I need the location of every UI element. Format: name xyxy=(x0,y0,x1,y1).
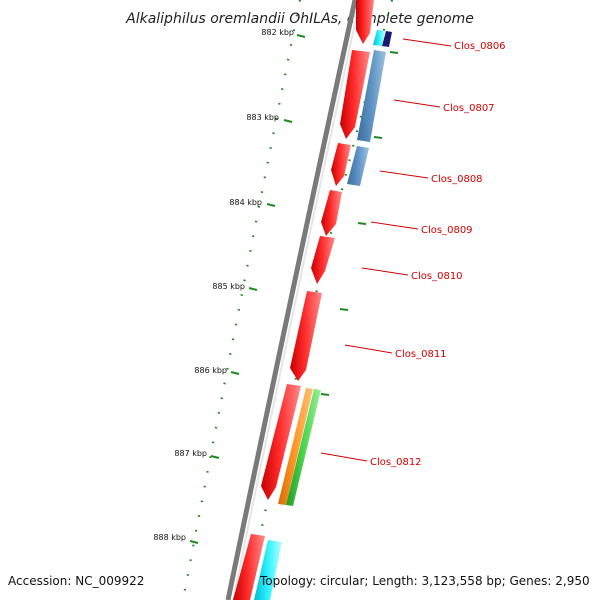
gene-arrow-clos-0808[interactable] xyxy=(331,143,351,186)
gene-label[interactable]: Clos_0809 xyxy=(421,225,473,236)
kbp-label: 885 kbp xyxy=(212,282,245,291)
gene-label-group[interactable]: Clos_0807 xyxy=(393,99,495,114)
kbp-marker: 884 kbp xyxy=(229,198,276,207)
minor-ticks-right xyxy=(320,51,399,396)
kbp-label: 883 kbp xyxy=(246,113,279,122)
kbp-label: 882 kbp xyxy=(261,28,294,37)
genome-backbone-highlight xyxy=(232,0,361,600)
gene-arrow-clos-0807[interactable] xyxy=(340,50,370,139)
feature-orange-0812 xyxy=(278,388,313,505)
gene-arrow-clos-0809[interactable] xyxy=(321,190,342,236)
gene-label-group[interactable]: Clos_0812 xyxy=(320,452,422,468)
gene-label-group[interactable]: Clos_0810 xyxy=(361,267,463,282)
kbp-label: 886 kbp xyxy=(194,366,227,375)
kbp-label: 887 kbp xyxy=(174,449,207,458)
kbp-marker: 886 kbp xyxy=(194,366,240,375)
feature-navy xyxy=(382,31,392,47)
feature-blue-0807 xyxy=(357,50,386,142)
map-title: Alkaliphilus oremlandii OhILAs, complete… xyxy=(125,11,474,27)
gene-label-group[interactable]: Clos_0808 xyxy=(379,170,483,185)
gene-label-group[interactable]: Clos_0809 xyxy=(370,221,473,236)
gene-arrow-clos-0811[interactable] xyxy=(290,291,322,381)
feature-cyan xyxy=(373,30,385,46)
gene-label[interactable]: Clos_0808 xyxy=(431,174,483,185)
kbp-marker: 885 kbp xyxy=(212,282,258,291)
gene-arrow-clos-0810[interactable] xyxy=(311,236,335,284)
kbp-marker: 887 kbp xyxy=(174,449,220,459)
feature-green-0812 xyxy=(286,389,321,506)
feature-cyan-next xyxy=(254,540,282,600)
gene-label[interactable]: Clos_0812 xyxy=(370,457,422,468)
gene-arrow-clos-0812[interactable] xyxy=(261,384,301,500)
kbp-marker: 883 kbp xyxy=(246,113,293,123)
gene-arrow-clos-0806[interactable] xyxy=(356,0,374,44)
kbp-marker: 888 kbp xyxy=(153,533,199,544)
gene-label[interactable]: Clos_0811 xyxy=(395,349,447,360)
kbp-label: 888 kbp xyxy=(153,533,186,542)
feature-track xyxy=(254,30,392,600)
gene-label-group[interactable]: Clos_0811 xyxy=(344,344,447,360)
feature-blue-0808 xyxy=(347,146,369,186)
gene-label[interactable]: Clos_0810 xyxy=(411,271,463,282)
genome-summary-text: Topology: circular; Length: 3,123,558 bp… xyxy=(260,574,590,588)
gene-label[interactable]: Clos_0806 xyxy=(454,41,506,52)
gene-arrow-next[interactable] xyxy=(233,534,265,600)
kbp-label: 884 kbp xyxy=(229,198,262,207)
scale-track-left xyxy=(181,0,302,600)
gene-label-group[interactable]: Clos_0806 xyxy=(402,38,506,52)
kbp-marker: 882 kbp xyxy=(261,28,306,38)
accession-text: Accession: NC_009922 xyxy=(8,574,145,588)
gene-label[interactable]: Clos_0807 xyxy=(443,103,495,114)
genome-backbone xyxy=(225,0,358,600)
